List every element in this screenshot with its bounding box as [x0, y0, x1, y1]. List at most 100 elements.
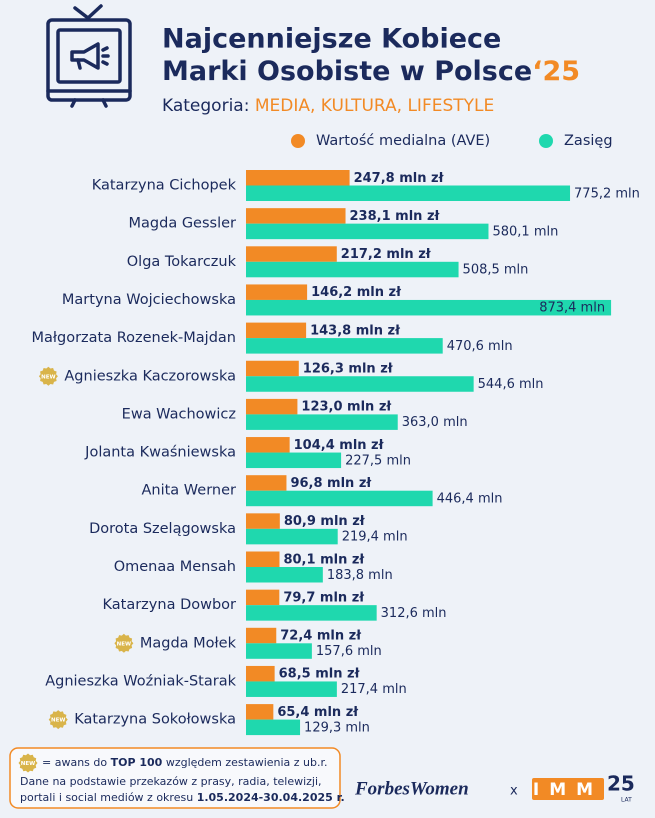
new-badge: NEW — [114, 633, 134, 653]
category-label: Olga Tokarczuk — [127, 254, 237, 270]
bar — [246, 322, 307, 339]
bar — [246, 398, 298, 415]
value-label: 129,3 mln — [304, 720, 370, 735]
logo-lat: LAT — [621, 797, 632, 804]
category-label: Magda Gessler — [129, 216, 237, 232]
bar — [246, 223, 489, 240]
value-label: 146,2 mln zł — [311, 285, 402, 300]
bar — [246, 376, 474, 392]
category-label: Magda Mołek — [140, 635, 237, 651]
value-label: 104,4 mln zł — [294, 438, 385, 453]
badge-text: NEW — [117, 641, 131, 647]
category-label: Omenaa Mensah — [114, 559, 236, 575]
value-label: 227,5 mln — [345, 453, 411, 468]
logo-imm: IMM — [533, 780, 603, 800]
logo-25: 25 — [607, 772, 635, 796]
bar — [246, 360, 299, 377]
bar — [246, 605, 377, 621]
bar — [246, 452, 342, 469]
bar — [246, 551, 280, 567]
title-year: ‘25 — [532, 56, 580, 87]
badge-shape — [38, 366, 58, 386]
bar — [246, 208, 346, 224]
tv-icon — [46, 4, 132, 108]
bar — [246, 719, 301, 736]
source-period: 1.05.2024-30.04.2025 r. — [197, 791, 345, 804]
value-label: 68,5 mln zł — [279, 667, 361, 682]
value-label: 183,8 mln — [327, 568, 393, 583]
source: Dane na podstawie przekazów z prasy, rad… — [20, 775, 322, 788]
value-label: 544,6 mln — [478, 377, 544, 392]
category: Kategoria: MEDIA, KULTURA, LIFESTYLE — [162, 96, 494, 116]
new-badge: NEW — [18, 753, 38, 773]
value-label: 446,4 mln — [437, 491, 503, 506]
badge-shape — [48, 710, 68, 730]
value-label: 580,1 mln — [492, 224, 558, 239]
source-text: portali i social mediów z okresu — [20, 791, 193, 804]
value-label: 775,2 mln — [574, 186, 640, 201]
value-label: 217,2 mln zł — [341, 247, 432, 262]
badge-text: NEW — [41, 374, 55, 380]
category-label: Agnieszka Woźniak-Starak — [45, 673, 236, 689]
value-label: 219,4 mln — [342, 530, 408, 545]
value-label: 363,0 mln — [402, 415, 468, 430]
bar — [246, 185, 571, 201]
bar — [246, 627, 277, 644]
title-line: Najcenniejsze Kobiece — [162, 24, 501, 55]
category-label: Martyna Wojciechowska — [62, 292, 236, 308]
value-label: 508,5 mln — [463, 263, 529, 278]
title-line: Marki Osobiste w Polsce‘25 — [162, 56, 580, 87]
logo-x: x — [510, 784, 518, 799]
legend-label: Zasięg — [564, 133, 613, 149]
category-label: Małgorzata Rozenek-Majdan — [31, 330, 236, 346]
logo-imm-box — [532, 778, 604, 800]
badge-text: NEW — [21, 761, 35, 767]
bar — [246, 170, 350, 186]
title-text: Marki Osobiste w Polsce — [162, 56, 532, 87]
bar — [246, 475, 287, 491]
bar — [246, 567, 323, 583]
new-badge: NEW — [48, 710, 68, 730]
note-bold: TOP 100 — [111, 756, 163, 769]
category-label: Katarzyna Cichopek — [92, 178, 237, 194]
bar — [246, 490, 433, 507]
value-label: 96,8 mln zł — [290, 476, 372, 491]
logo-forbes: ForbesWomen — [354, 778, 469, 799]
category-label: Dorota Szelągowska — [89, 521, 236, 537]
new-badge: NEW — [38, 366, 58, 386]
category-label: Ewa Wachowicz — [122, 406, 236, 422]
category-label: Agnieszka Kaczorowska — [64, 368, 236, 384]
legend-swatch — [539, 134, 553, 148]
bar — [246, 414, 398, 430]
badge-shape — [114, 633, 134, 653]
bar — [246, 665, 275, 682]
category-label: Katarzyna Sokołowska — [74, 712, 236, 728]
bar — [246, 299, 612, 316]
value-label: 126,3 mln zł — [303, 362, 394, 377]
bar — [246, 704, 274, 720]
bar — [246, 643, 312, 659]
bar — [246, 284, 308, 300]
value-label: 143,8 mln zł — [310, 323, 401, 338]
legend-swatch — [291, 134, 305, 148]
bar — [246, 338, 443, 354]
category-label: Jolanta Kwaśniewska — [84, 445, 236, 461]
note: = awans do TOP 100 względem zestawienia … — [42, 756, 328, 769]
value-label: 470,6 mln — [447, 339, 513, 354]
legend-label: Wartość medialna (AVE) — [316, 133, 490, 149]
category-value: MEDIA, KULTURA, LIFESTYLE — [255, 96, 494, 116]
badge-shape — [18, 753, 38, 773]
category-label: Anita Werner — [141, 483, 236, 499]
value-label: 312,6 mln — [381, 606, 447, 621]
value-label: 873,4 mln — [539, 301, 605, 316]
new-badge: NEW — [18, 753, 38, 773]
category-label: Katarzyna Dowbor — [103, 597, 237, 613]
bar — [246, 246, 337, 262]
value-label: 238,1 mln zł — [350, 209, 441, 224]
bar — [246, 437, 290, 453]
badge-text: NEW — [51, 718, 65, 724]
bar — [246, 589, 280, 606]
bar — [246, 528, 338, 545]
category-label: Kategoria: — [162, 96, 249, 116]
